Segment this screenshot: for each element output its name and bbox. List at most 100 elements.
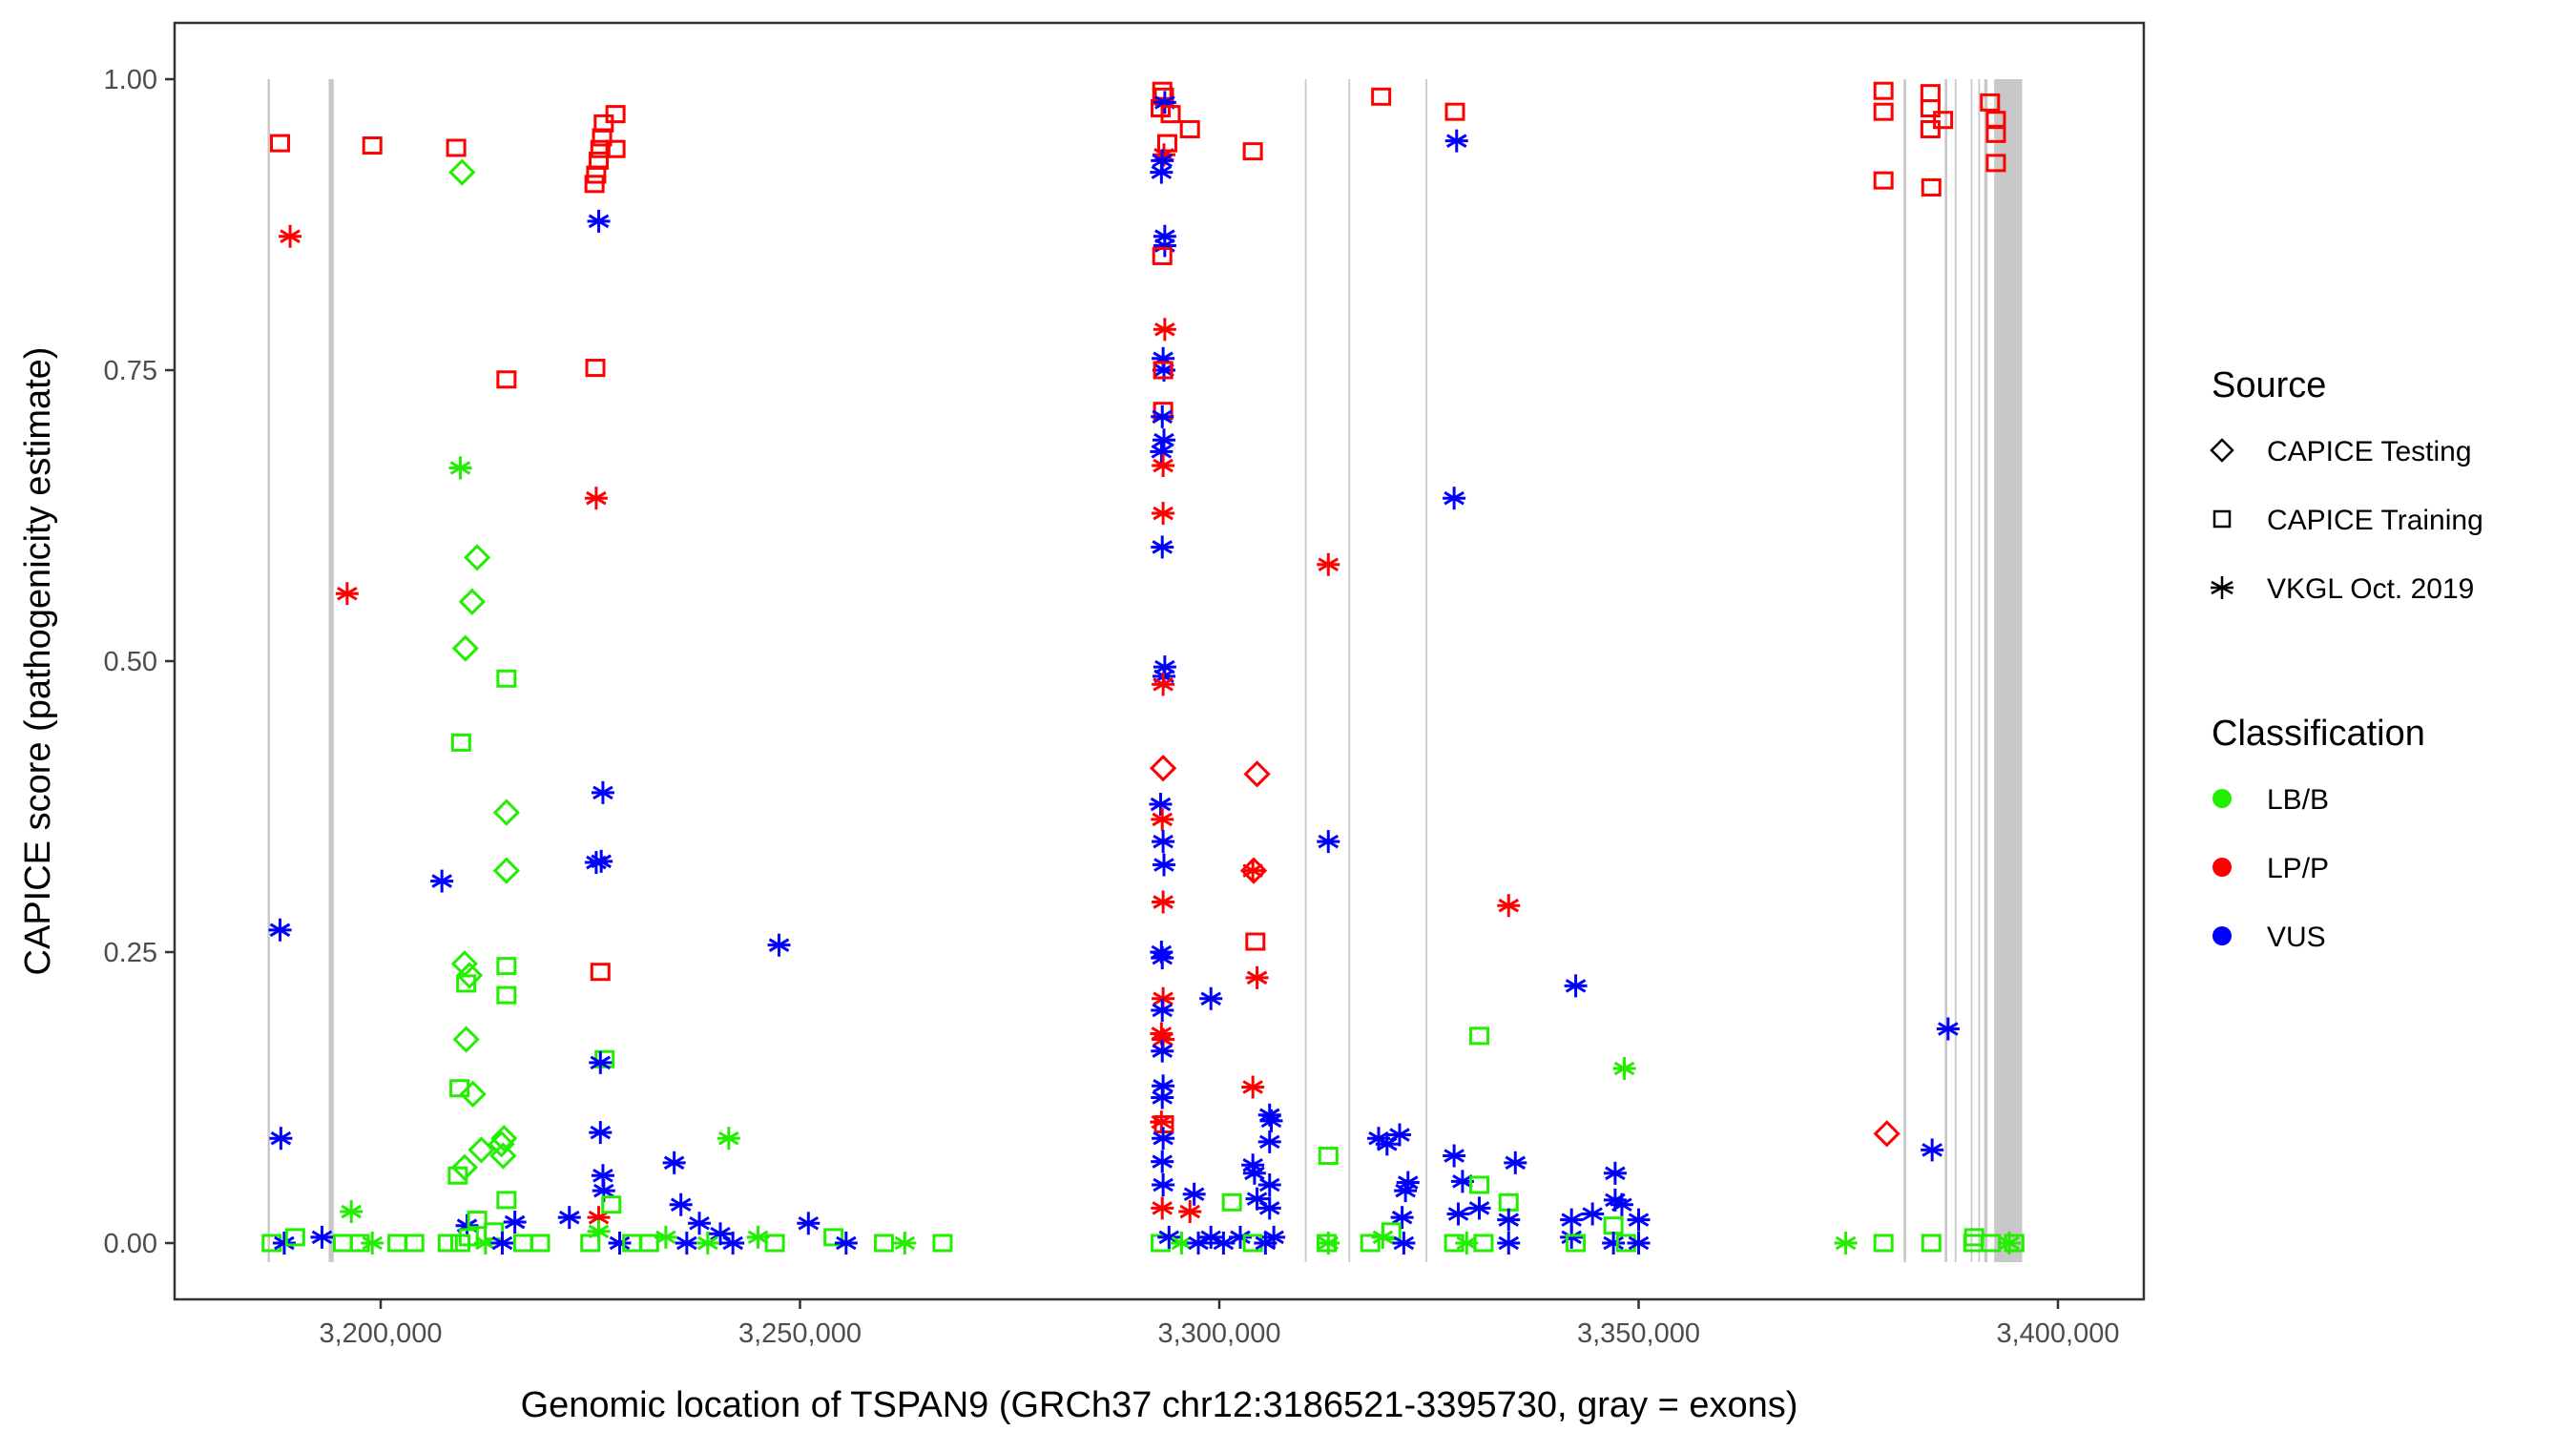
legend-label: CAPICE Testing xyxy=(2267,436,2472,467)
legend-item-vus: VUS xyxy=(2212,922,2326,953)
point-diamond xyxy=(452,1026,480,1053)
point-asterisk xyxy=(584,851,608,875)
point-asterisk xyxy=(361,1232,384,1255)
legend-item-capice-training: CAPICE Training xyxy=(2212,505,2483,536)
point-asterisk xyxy=(1152,673,1175,696)
point-diamond xyxy=(492,857,520,884)
legend-label: LP/P xyxy=(2267,853,2329,884)
point-square xyxy=(1985,124,2006,143)
point-asterisk xyxy=(1152,1173,1175,1196)
point-asterisk xyxy=(1151,1039,1174,1063)
point-asterisk xyxy=(310,1225,334,1249)
point-diamond xyxy=(490,1125,518,1152)
point-square xyxy=(589,151,610,170)
point-asterisk xyxy=(717,1127,740,1151)
point-asterisk xyxy=(1151,149,1174,173)
point-asterisk xyxy=(1245,965,1269,989)
point-square xyxy=(437,1234,458,1253)
x-tick-label: 3,350,000 xyxy=(1577,1318,1700,1349)
point-asterisk xyxy=(1390,1206,1414,1230)
point-asterisk xyxy=(1257,1173,1281,1196)
exon-band xyxy=(267,79,270,1262)
point-asterisk xyxy=(591,1164,614,1188)
point-asterisk xyxy=(269,1127,293,1151)
point-asterisk xyxy=(1152,428,1175,452)
point-asterisk xyxy=(1241,859,1265,882)
point-asterisk xyxy=(272,1232,296,1255)
x-tick-label: 3,300,000 xyxy=(1157,1318,1280,1349)
point-asterisk xyxy=(1259,1109,1283,1132)
point-square xyxy=(1152,81,1173,100)
point-asterisk xyxy=(1504,1151,1527,1174)
point-asterisk xyxy=(268,918,292,942)
point-asterisk xyxy=(1151,404,1174,428)
y-axis-title: CAPICE score (pathogenicity estimate) xyxy=(18,347,58,976)
point-asterisk xyxy=(1627,1232,1651,1255)
point-square xyxy=(1157,134,1178,153)
diamond-icon xyxy=(2210,438,2234,463)
legend-label: LB/B xyxy=(2267,784,2329,816)
point-square xyxy=(764,1234,785,1253)
point-asterisk xyxy=(1497,1208,1521,1232)
point-asterisk xyxy=(1467,1196,1491,1220)
exon-band xyxy=(1970,79,1973,1262)
point-asterisk xyxy=(1317,830,1340,854)
exon-band xyxy=(1903,79,1906,1262)
point-asterisk xyxy=(654,1225,677,1249)
point-square xyxy=(1873,102,1894,121)
point-asterisk xyxy=(1834,1232,1858,1255)
point-diamond xyxy=(492,798,520,826)
point-asterisk xyxy=(430,869,454,893)
point-square xyxy=(1566,1234,1587,1253)
exon-band xyxy=(1994,79,2023,1262)
point-asterisk xyxy=(1151,1086,1174,1110)
x-tick-label: 3,250,000 xyxy=(738,1318,862,1349)
legend-source-title: Source xyxy=(2212,365,2326,405)
point-square xyxy=(496,1191,517,1210)
point-asterisk xyxy=(1199,986,1223,1010)
point-asterisk xyxy=(1564,974,1588,998)
point-asterisk xyxy=(1497,1232,1521,1255)
x-axis-title: Genomic location of TSPAN9 (GRCh37 chr12… xyxy=(521,1385,1798,1425)
exon-band xyxy=(328,79,334,1262)
point-asterisk xyxy=(767,933,791,957)
point-diamond xyxy=(488,1130,515,1158)
point-square xyxy=(270,134,291,153)
point-asterisk xyxy=(1245,1187,1269,1211)
y-tick-label: 0.75 xyxy=(104,356,157,386)
point-asterisk xyxy=(1443,487,1466,510)
point-diamond xyxy=(1239,857,1268,884)
point-square xyxy=(1985,154,2006,173)
point-asterisk xyxy=(584,487,608,510)
exon-band xyxy=(1425,79,1427,1262)
point-asterisk xyxy=(1152,830,1175,854)
point-square xyxy=(456,974,477,993)
point-square xyxy=(1317,1234,1338,1253)
point-asterisk xyxy=(557,1206,581,1230)
asterisk-icon xyxy=(2211,576,2233,599)
point-asterisk xyxy=(1151,999,1174,1022)
point-asterisk xyxy=(587,1219,611,1243)
point-asterisk xyxy=(662,1151,686,1174)
blue-dot-icon xyxy=(2212,926,2232,945)
point-asterisk xyxy=(1936,1017,1960,1041)
point-asterisk xyxy=(1152,1027,1175,1051)
point-square xyxy=(446,138,467,157)
point-asterisk xyxy=(1921,1138,1944,1162)
point-asterisk xyxy=(1497,894,1521,918)
point-asterisk xyxy=(1612,1057,1636,1080)
point-asterisk xyxy=(340,1200,364,1224)
point-square xyxy=(601,1195,622,1214)
point-square xyxy=(585,359,606,378)
point-asterisk xyxy=(1627,1208,1651,1232)
y-tick-label: 1.00 xyxy=(104,65,157,95)
point-square xyxy=(496,669,517,688)
point-asterisk xyxy=(1151,807,1174,831)
point-square xyxy=(284,1228,305,1247)
point-asterisk xyxy=(1152,502,1175,526)
point-asterisk xyxy=(1602,1232,1626,1255)
y-tick-label: 0.50 xyxy=(104,647,157,677)
point-asterisk xyxy=(1151,535,1174,559)
point-square xyxy=(447,1166,468,1185)
